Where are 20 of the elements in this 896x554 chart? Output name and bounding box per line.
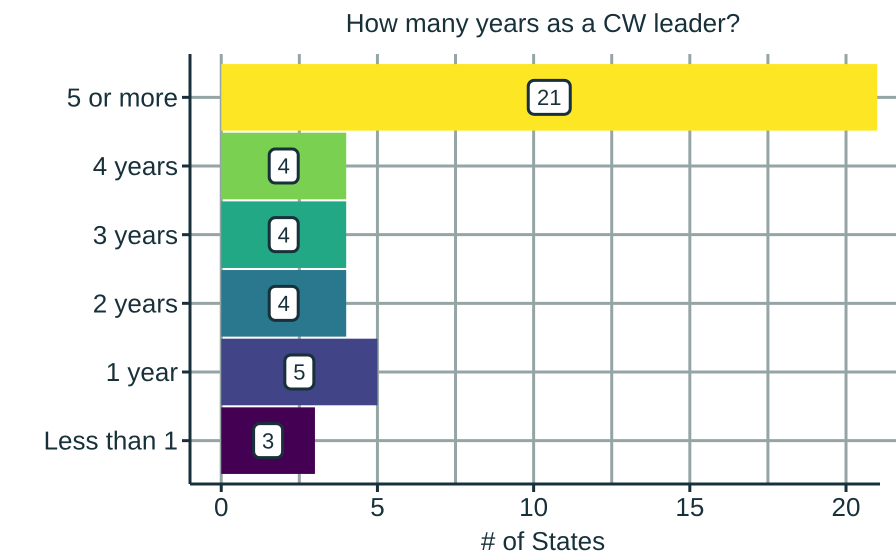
y-tick-label: 5 or more — [66, 82, 178, 112]
data-label: 4 — [278, 222, 290, 248]
x-tick-label: 10 — [519, 492, 548, 522]
chart-title: How many years as a CW leader? — [346, 8, 740, 38]
data-label: 3 — [262, 428, 274, 454]
y-tick-label: 2 years — [92, 288, 178, 318]
y-tick-label: 3 years — [92, 220, 178, 250]
y-tick-label: Less than 1 — [44, 426, 178, 456]
x-tick-label: 15 — [675, 492, 704, 522]
data-label: 5 — [293, 360, 306, 385]
data-label: 4 — [278, 291, 290, 316]
x-axis-title: # of States — [480, 526, 606, 554]
data-label: 21 — [537, 85, 562, 110]
y-tick-label: 1 year — [106, 357, 178, 388]
x-tick-label: 20 — [832, 492, 860, 522]
y-tick-label: 4 years — [92, 151, 178, 182]
data-label: 4 — [278, 154, 290, 179]
x-tick-label: 0 — [214, 492, 228, 522]
bar — [221, 64, 878, 131]
x-tick-label: 5 — [370, 492, 385, 522]
